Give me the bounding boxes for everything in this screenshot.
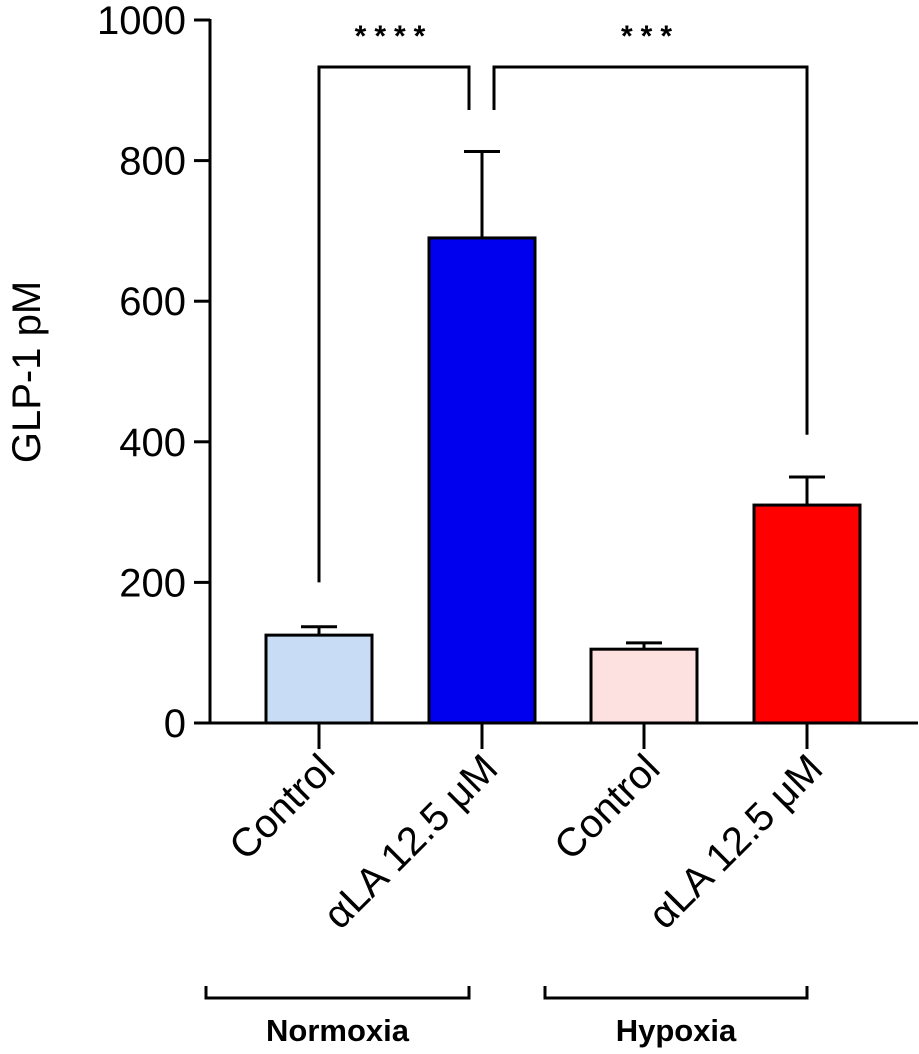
significance-brackets: **** *** (317, 20, 809, 583)
error-bars (301, 149, 825, 650)
significance-bracket (317, 65, 471, 583)
y-tick-label: 800 (119, 140, 186, 184)
significance-bracket (492, 65, 809, 435)
y-axis-label: GLP-1 pM (5, 281, 49, 463)
group-bracket (543, 986, 809, 1000)
category-label: Control (221, 746, 343, 868)
bars (264, 236, 862, 725)
group-label: Normoxia (266, 1013, 410, 1048)
significance-label: *** (621, 20, 680, 53)
category-label: Control (546, 746, 668, 868)
category-label: αLA 12.5 μM (640, 746, 831, 937)
significance-label: **** (355, 20, 434, 53)
category-label: αLA 12.5 μM (315, 746, 506, 937)
bar (752, 503, 862, 725)
y-tick-label: 400 (119, 421, 186, 465)
bar (589, 647, 699, 725)
y-tick-label: 0 (164, 702, 186, 746)
group-label: Hypoxia (616, 1013, 737, 1048)
y-tick-label: 600 (119, 280, 186, 324)
y-tick-label: 200 (119, 561, 186, 605)
y-axis: 0 200 400 600 800 1000 (97, 0, 212, 746)
bar (427, 236, 537, 725)
group-bracket (204, 986, 471, 1000)
bar (264, 633, 374, 725)
group-labels: Normoxia Hypoxia (204, 986, 809, 1048)
y-tick-label: 1000 (97, 0, 186, 43)
x-axis (210, 721, 918, 749)
